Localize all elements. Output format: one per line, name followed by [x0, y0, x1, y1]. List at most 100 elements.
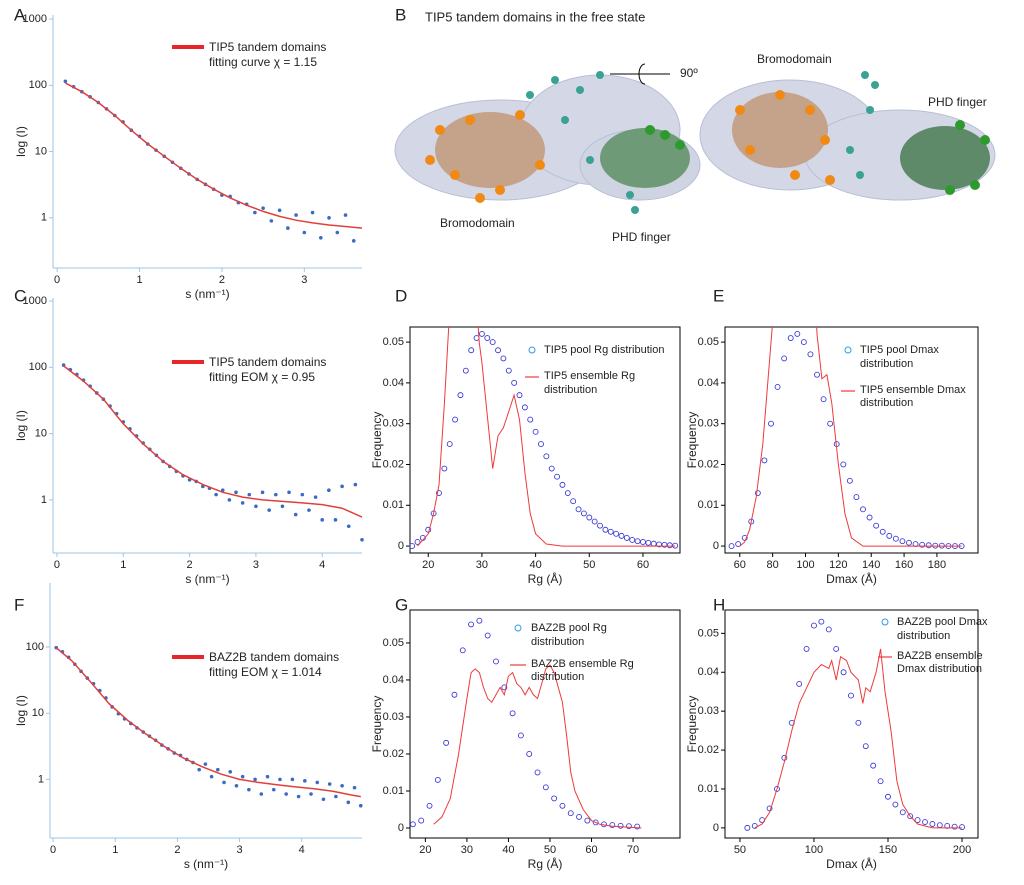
y-tick-label: 0.04 [383, 674, 404, 686]
x-tick-label: 60 [585, 844, 597, 856]
data-point [303, 779, 307, 783]
y-tick-label: 0 [398, 540, 404, 552]
x-tick-label: 180 [928, 559, 946, 571]
y-tick-label: 0.03 [383, 711, 404, 723]
x-tick-label: 3 [301, 274, 307, 286]
data-point [247, 492, 252, 497]
y-tick-label: 0.01 [698, 783, 719, 795]
x-tick-label: 50 [583, 559, 595, 571]
data-point [340, 484, 344, 489]
x-tick-label: 30 [476, 559, 488, 571]
x-axis-label: Rg (Å) [528, 856, 563, 871]
plot-frame [724, 326, 979, 554]
y-axis-label: log (I) [14, 695, 28, 726]
data-point [735, 541, 742, 547]
data-point [811, 622, 817, 629]
y-tick-label: 0.02 [383, 458, 404, 470]
data-point [271, 787, 276, 792]
panel-letter: G [395, 595, 408, 614]
legend-marker [844, 346, 852, 354]
data-point [929, 821, 936, 827]
data-point [313, 495, 318, 499]
legend-label: BAZ2B tandem domains fitting EOM χ = 1.0… [209, 650, 340, 679]
x-axis-label: s (nm⁻¹) [184, 857, 228, 871]
y-tick-label: 0.05 [698, 627, 719, 639]
panel-letter: D [395, 286, 407, 305]
data-point [418, 817, 425, 824]
data-point [287, 490, 291, 495]
data-point [216, 767, 220, 772]
structure-panel: B TIP5 tandem domains in the free state … [394, 5, 996, 244]
data-point [521, 404, 528, 411]
data-point [833, 645, 840, 652]
data-point [414, 539, 421, 545]
data-point [222, 780, 226, 785]
domain-label: PHD finger [612, 230, 671, 244]
data-point [495, 347, 501, 354]
data-point [220, 488, 225, 492]
data-point [609, 822, 616, 828]
legend-label: BAZ2B pool Rg distribution [531, 622, 607, 648]
data-point [334, 794, 338, 799]
x-tick-label: 100 [805, 844, 823, 856]
data-point [787, 335, 794, 341]
data-point [234, 490, 238, 495]
data-point [570, 498, 577, 505]
legend-entry: BAZ2B ensemble Dmax distribution [878, 650, 988, 678]
x-tick-label: 0 [50, 844, 56, 856]
data-point [353, 482, 358, 487]
data-point [542, 784, 549, 791]
x-tick-label: 120 [829, 559, 847, 571]
data-point [899, 809, 906, 816]
data-point [307, 508, 311, 512]
data-point [259, 792, 264, 796]
y-tick-label: 0.04 [698, 377, 719, 389]
plot-frame [409, 609, 681, 839]
data-point [267, 508, 271, 512]
legend-entry: BAZ2B ensemble Rg distribution [510, 658, 660, 686]
data-point [457, 392, 464, 399]
data-point [892, 535, 899, 542]
y-axis-label: Frequency [685, 696, 699, 753]
data-point [886, 532, 893, 539]
data-line [433, 664, 642, 829]
data-point [925, 542, 932, 549]
data-point [209, 774, 214, 779]
data-point [493, 658, 499, 665]
data-point [511, 379, 518, 386]
panel-letter: H [713, 595, 725, 614]
x-tick-label: 70 [627, 844, 639, 856]
data-point [240, 501, 245, 505]
data-point [247, 787, 251, 792]
legend-entry: BAZ2B tandem domains fitting EOM χ = 1.0… [172, 650, 342, 680]
legend-entry: TIP5 tandem domains fitting EOM χ = 0.95 [172, 355, 332, 385]
panel-letter: E [713, 286, 724, 305]
data-point [63, 79, 68, 84]
data-point [796, 680, 803, 687]
data-point [768, 420, 774, 427]
data-point [302, 230, 307, 235]
legend-marker [514, 624, 522, 632]
data-point [527, 416, 534, 423]
x-axis-label: Dmax (Å) [826, 856, 877, 871]
data-point [899, 538, 906, 545]
data-point [214, 492, 218, 497]
data-point [319, 235, 323, 240]
data-point [526, 751, 533, 757]
data-point [781, 355, 788, 362]
legend-marker [172, 655, 204, 659]
data-point [286, 226, 290, 230]
data-point [478, 330, 485, 337]
data-line [739, 327, 962, 547]
data-point [728, 543, 735, 550]
data-point [321, 797, 326, 802]
data-point [936, 822, 943, 829]
y-tick-label: 0.02 [698, 744, 719, 756]
y-tick-label: 0.01 [383, 499, 404, 511]
data-point [468, 621, 475, 628]
data-point [761, 457, 768, 464]
data-point [597, 522, 603, 529]
y-tick-label: 0.01 [698, 499, 719, 511]
data-point [825, 626, 832, 633]
data-point [650, 540, 657, 547]
